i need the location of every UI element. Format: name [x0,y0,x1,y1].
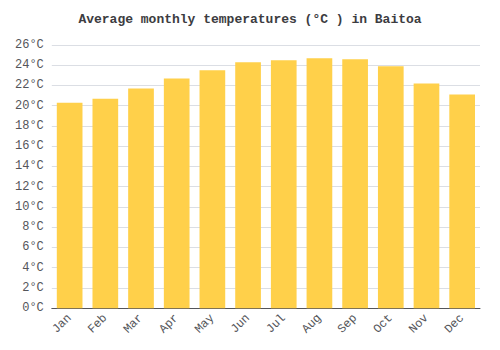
svg-text:Mar: Mar [121,311,146,336]
svg-text:Sep: Sep [335,311,360,336]
svg-text:Jan: Jan [49,311,74,336]
svg-text:20°C: 20°C [15,99,44,113]
svg-text:Aug: Aug [299,311,324,336]
svg-text:6°C: 6°C [22,240,44,254]
svg-text:24°C: 24°C [15,58,44,72]
svg-text:Oct: Oct [371,311,396,336]
svg-text:Feb: Feb [85,311,110,336]
svg-text:Average monthly temperatures (: Average monthly temperatures (°C ) in Ba… [78,12,421,27]
svg-text:Apr: Apr [156,311,181,336]
svg-text:4°C: 4°C [22,261,44,275]
svg-text:Nov: Nov [406,311,431,336]
svg-text:May: May [192,311,217,336]
svg-text:8°C: 8°C [22,220,44,234]
svg-text:16°C: 16°C [15,139,44,153]
svg-text:Dec: Dec [442,311,467,336]
svg-text:Jun: Jun [228,311,253,336]
svg-text:26°C: 26°C [15,38,44,52]
svg-text:18°C: 18°C [15,119,44,133]
svg-text:2°C: 2°C [22,281,44,295]
svg-text:10°C: 10°C [15,200,44,214]
svg-text:12°C: 12°C [15,180,44,194]
svg-text:0°C: 0°C [22,301,44,315]
svg-text:14°C: 14°C [15,159,44,173]
svg-text:22°C: 22°C [15,78,44,92]
svg-text:Jul: Jul [264,311,289,336]
